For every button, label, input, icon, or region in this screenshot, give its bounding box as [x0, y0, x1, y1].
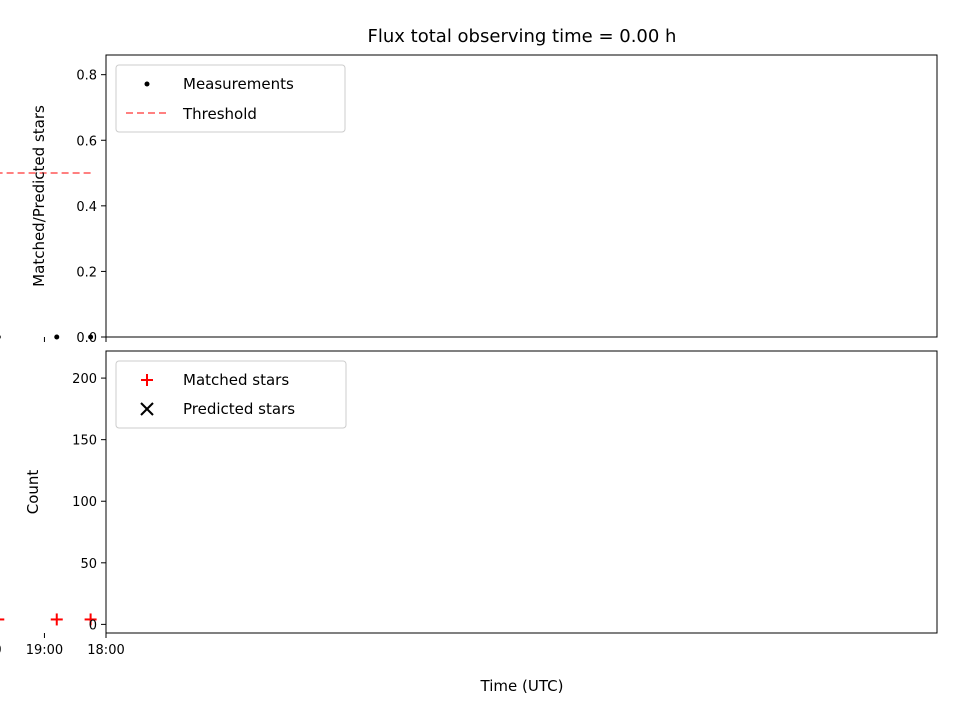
- legend-marker-predicted-stars: [140, 402, 154, 416]
- bottom-panel-frame: [105, 350, 938, 634]
- legend-marker-measurements: [144, 81, 150, 87]
- measurements-point: [88, 334, 94, 340]
- chart-title: Flux total observing time = 0.00 h: [368, 26, 677, 47]
- panel0-ytick-label: 0.6: [76, 134, 97, 149]
- top-panel: 0.00.20.40.60.8 Matched/Predicted stars …: [0, 54, 938, 346]
- xtick-label: 19:00: [26, 643, 63, 658]
- bottom-panel: 18:0019:0020:0021:0022:0023:0000:0001:00…: [0, 350, 938, 658]
- x-axis-label: Time (UTC): [480, 677, 564, 695]
- bottom-panel-legend: Matched stars Predicted stars: [115, 360, 347, 429]
- panel1-ytick-label: 100: [72, 495, 97, 510]
- panel1-ytick-label: 0: [89, 618, 97, 633]
- measurements-point: [0, 335, 1, 339]
- panel0-ytick-label: 0.4: [76, 200, 97, 215]
- legend-label-measurements: Measurements: [183, 75, 294, 93]
- matched-stars-point: [0, 618, 5, 621]
- panel1-ytick-label: 150: [72, 434, 97, 449]
- panel1-ytick-label: 200: [72, 372, 97, 387]
- top-panel-legend: Measurements Threshold: [115, 64, 346, 133]
- panel0-ytick-label: 0.8: [76, 69, 97, 84]
- panel0-ytick-label: 0.2: [76, 265, 97, 280]
- legend-marker-matched-stars: [141, 374, 153, 386]
- legend-label-threshold: Threshold: [182, 105, 257, 123]
- matched-stars-point: [84, 613, 97, 626]
- legend-label-predicted-stars: Predicted stars: [183, 400, 295, 418]
- top-panel-frame: [105, 54, 938, 338]
- top-panel-ylabel: Matched/Predicted stars: [30, 105, 48, 287]
- panel0-ytick-label: 0.0: [76, 331, 97, 346]
- legend-label-matched-stars: Matched stars: [183, 371, 289, 389]
- xtick-label: 20:00: [0, 643, 2, 658]
- panel1-ytick-label: 50: [80, 557, 97, 572]
- measurements-point: [54, 334, 60, 340]
- matched-stars-point: [50, 613, 63, 626]
- bottom-panel-ylabel: Count: [24, 470, 42, 515]
- xtick-label: 18:00: [87, 643, 124, 658]
